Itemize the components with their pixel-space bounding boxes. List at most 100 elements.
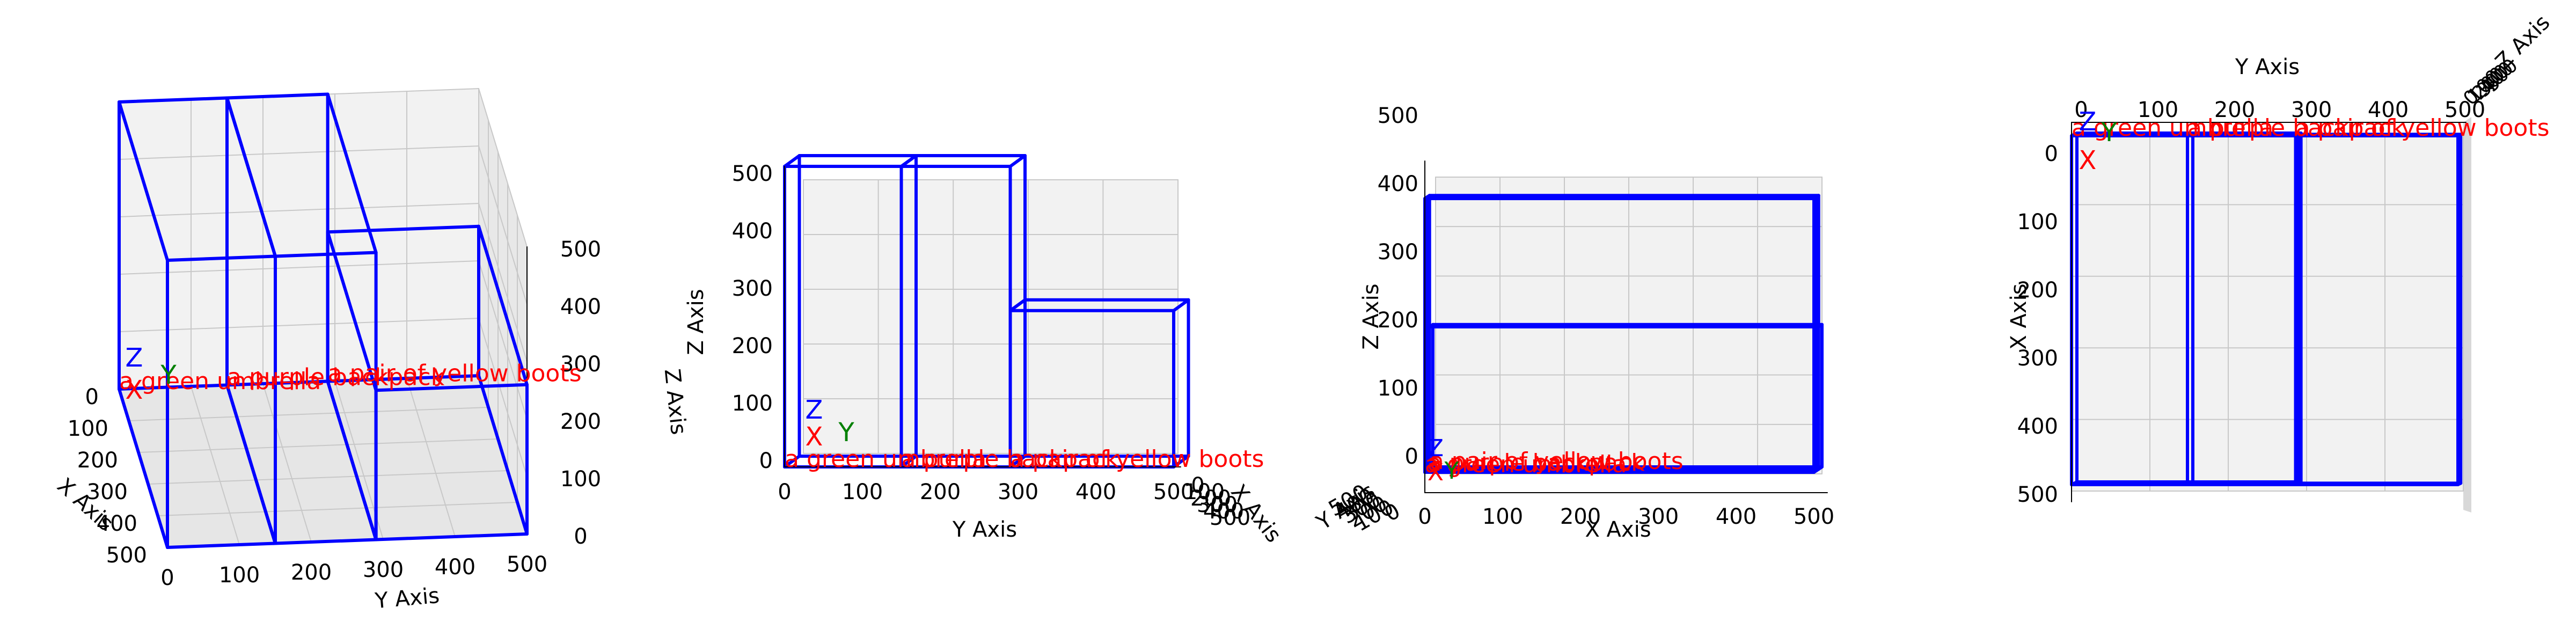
box-edge: [326, 92, 378, 254]
box-edge: [326, 379, 378, 541]
x-tick-label: 400: [97, 511, 137, 536]
box-label: a purple backpack: [2187, 114, 2405, 142]
panel-side-view: 0 100 200 300 400 500010020030040050001002003…: [1312, 104, 1834, 542]
gridline: [478, 88, 528, 247]
box-edge: [1008, 455, 1027, 469]
x-tick-label: 400: [2368, 98, 2409, 122]
box-label: a purple backpack: [227, 364, 445, 391]
box-edge: [2294, 133, 2300, 137]
box-edge: [1008, 298, 1027, 312]
box-label: a purple backpack: [1428, 449, 1645, 477]
x-tick-label: 300: [87, 480, 128, 504]
y-tick-label: 100: [732, 391, 773, 416]
y-tick-label: 0: [759, 449, 773, 473]
z-tick-label: 100: [560, 467, 601, 492]
x-tick-label: 0: [85, 385, 99, 409]
z-tick-label: 0: [574, 524, 587, 549]
y-tick-label: 200: [291, 560, 332, 585]
x-tick-label: 100: [1482, 504, 1523, 529]
gridline: [191, 386, 240, 545]
box-label: a green umbrella: [785, 445, 986, 473]
gridline: [148, 470, 508, 485]
origin-z-marker: Z: [806, 395, 823, 425]
depth-tick-label: 500: [1210, 506, 1250, 530]
y-tick-label: 0: [1405, 444, 1418, 469]
y-tick-label: 100: [219, 563, 260, 588]
box-edge: [2070, 131, 2079, 137]
origin-x-marker: X: [126, 375, 143, 405]
y-tick-label: 500: [2017, 482, 2058, 507]
gridline: [406, 378, 456, 537]
origin-y-marker: Y: [838, 418, 854, 448]
y-tick-label: 500: [1378, 104, 1418, 128]
x-tick-label: 400: [1075, 480, 1116, 504]
box-edge: [899, 455, 918, 469]
x-tick-label: 300: [998, 480, 1038, 504]
x-tick-label: 100: [842, 480, 883, 504]
y-tick-label: 300: [2017, 346, 2058, 371]
box-edge: [899, 154, 918, 168]
box-edge: [477, 374, 529, 536]
y-tick-label: 100: [2017, 210, 2058, 235]
box-label: a green umbrella: [2072, 114, 2273, 142]
gridline: [262, 383, 312, 543]
y-tick-label: 0: [2045, 142, 2058, 166]
box-edge: [2456, 133, 2463, 137]
x-tick-label: 500: [1794, 504, 1834, 529]
x-tick-label: 300: [1638, 504, 1679, 529]
x-tick-label: 200: [920, 480, 961, 504]
box-edge: [1172, 298, 1190, 312]
x-tick-label: 0: [1418, 504, 1431, 529]
x-axis-title: Y Axis: [952, 517, 1017, 542]
x-tick-label: 0: [778, 480, 791, 504]
box-edge: [374, 532, 529, 541]
gridline: [119, 145, 479, 160]
y-tick-label: 400: [2017, 414, 2058, 439]
depth-tick-label: 0: [1191, 473, 1204, 498]
z-tick-label: 500: [560, 237, 601, 262]
x-tick-label: 500: [1153, 480, 1194, 504]
box-edge: [118, 383, 229, 391]
box-label: a purple backpack: [902, 445, 1119, 473]
y-axis-title: X Axis: [2007, 283, 2031, 349]
depth-axis-title: Z Axis: [2491, 10, 2555, 75]
box-edge: [326, 224, 480, 234]
pane-floor: [119, 376, 527, 547]
gridline: [478, 318, 528, 477]
depth-tick-label: 400: [1203, 499, 1244, 524]
gridline: [478, 203, 528, 362]
panel-perspective: 0 100 200 300 400 500 0 100 200 300 400 500 0 100 200 3…: [53, 88, 691, 613]
y-tick-label: 400: [435, 555, 475, 580]
x-tick-label: 500: [2445, 98, 2485, 122]
y-axis-title: Z Axis: [1359, 283, 1384, 349]
x-axis-title: Y Axis: [2235, 55, 2300, 79]
box-label: a green umbrella: [119, 368, 321, 395]
gridline: [119, 318, 479, 332]
z-tick-label: 200: [560, 409, 601, 434]
depth-tick-label: 300: [1197, 493, 1238, 517]
panel-front-view: 0 100 200 300 400 500010020030040050001002003…: [684, 154, 1286, 547]
box-edge: [2294, 481, 2300, 486]
pane: [2072, 133, 2463, 491]
gridline: [478, 260, 528, 420]
y-tick-label: 400: [732, 219, 773, 244]
gridline: [128, 407, 489, 421]
box-edge: [274, 538, 378, 545]
x-tick-label: 200: [2214, 98, 2255, 122]
box-edge: [2186, 480, 2194, 486]
y-tick-label: 300: [363, 558, 404, 582]
box-edge: [118, 100, 169, 262]
box-edge: [225, 379, 330, 387]
y-tick-label: 200: [1378, 308, 1418, 333]
box-edge: [477, 224, 529, 386]
x-tick-label: 500: [106, 543, 147, 568]
depth-tick-label: 100: [1184, 480, 1225, 504]
origin-z-marker: Z: [126, 343, 143, 373]
box-edge: [1172, 455, 1190, 469]
box-edge: [2456, 481, 2463, 486]
box-edge: [225, 92, 330, 100]
box-label: a pair of yellow boots: [1430, 448, 1684, 475]
origin-y-marker: Y: [1444, 457, 1459, 485]
gridline: [138, 438, 499, 453]
